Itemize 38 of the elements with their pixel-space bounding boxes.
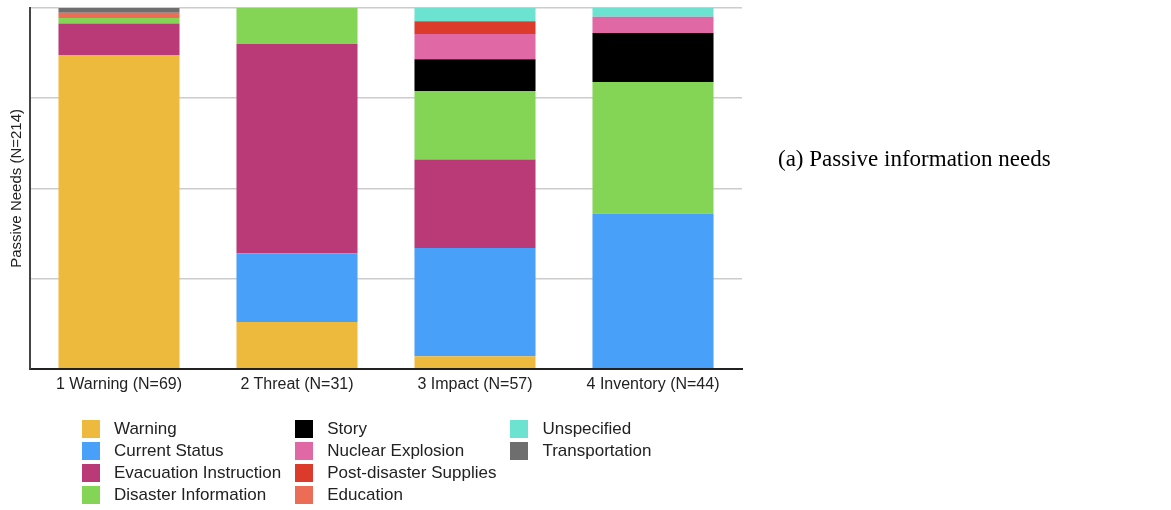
x-tick-label: 2 Threat (N=31) — [240, 374, 354, 392]
bar — [58, 18, 180, 24]
bar — [592, 213, 714, 369]
x-tick-label: 3 Impact (N=57) — [417, 374, 533, 392]
bar — [58, 54, 180, 369]
text: (a) Passive information needs — [778, 146, 1051, 172]
bar — [58, 12, 180, 19]
bar — [414, 247, 536, 357]
legend-label: Warning — [114, 419, 177, 439]
bar — [236, 253, 358, 322]
legend-label: Current Status — [114, 441, 224, 461]
bar — [592, 32, 714, 82]
bar — [236, 321, 358, 369]
bar — [58, 23, 180, 55]
bar — [236, 44, 358, 254]
bar — [414, 59, 536, 91]
bar — [414, 21, 536, 34]
y-axis-title: Passive Needs (N=214) — [7, 108, 25, 268]
legend-label: Post-disaster Supplies — [327, 463, 497, 483]
legend-label: Disaster Information — [114, 485, 267, 505]
legend-label: Unspecified — [542, 419, 632, 439]
bar — [592, 81, 714, 214]
bar — [236, 8, 358, 45]
x-tick-label: 1 Warning (N=69) — [55, 374, 183, 392]
legend-label: Transportation — [542, 441, 652, 461]
legend-label: Evacuation Instruction — [114, 463, 282, 483]
bar — [414, 90, 536, 160]
legend-label: Education — [327, 485, 403, 505]
bar — [414, 356, 536, 369]
legend-label: Story — [327, 419, 367, 439]
bar — [414, 33, 536, 60]
legend-label: Nuclear Explosion — [327, 441, 465, 461]
x-tick-label: 4 Inventory (N=44) — [586, 374, 720, 392]
bar — [414, 8, 536, 22]
bar — [414, 159, 536, 248]
bar — [58, 8, 180, 13]
bar — [592, 16, 714, 33]
bar — [592, 8, 714, 17]
